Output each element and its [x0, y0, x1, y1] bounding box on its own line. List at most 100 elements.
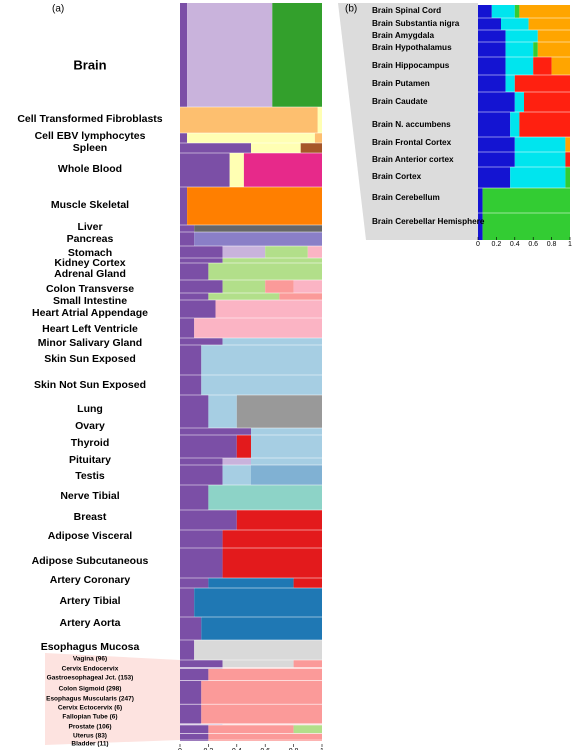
- bar-segment: [180, 740, 209, 741]
- row-label: Brain Hippocampus: [372, 61, 450, 70]
- bar-segment: [208, 395, 237, 428]
- x-tick-label: 0: [178, 748, 182, 750]
- bar-segment: [236, 510, 322, 530]
- bar-segment: [180, 263, 209, 280]
- bar-segment: [180, 225, 195, 232]
- bar-segment: [222, 258, 322, 263]
- row-label: Nerve Tibial: [60, 490, 119, 502]
- bar-segment: [180, 246, 223, 258]
- group-background: [338, 3, 478, 240]
- bar-segment: [505, 30, 538, 42]
- x-tick-label: 0.8: [547, 241, 557, 248]
- bar-segment: [187, 187, 322, 225]
- bar-segment: [478, 42, 506, 57]
- row-label: Skin Not Sun Exposed: [34, 379, 146, 391]
- row-label: Muscle Skeletal: [51, 199, 129, 211]
- bar-segment: [180, 680, 202, 705]
- bar-segment: [208, 740, 322, 741]
- bar-segment: [505, 42, 534, 57]
- bar-segment: [478, 213, 483, 240]
- bar-segment: [505, 75, 515, 92]
- bar-segment: [180, 318, 195, 338]
- bar-segment: [505, 57, 534, 75]
- x-tick-label: 0.2: [204, 748, 214, 750]
- bar-segment: [180, 133, 188, 143]
- row-label: Brain Spinal Cord: [372, 6, 441, 15]
- row-label: Cervix Ectocervix (6): [58, 705, 122, 712]
- bar-segment: [222, 458, 251, 465]
- bar-segment: [293, 660, 322, 668]
- bar-segment: [180, 143, 251, 153]
- row-label: Brain Frontal Cortex: [372, 138, 452, 147]
- bar-segment: [208, 668, 322, 681]
- bar-segment: [194, 640, 322, 660]
- row-label: Brain Putamen: [372, 79, 430, 88]
- row-label: Heart Left Ventricle: [42, 323, 138, 335]
- bar-segment: [208, 725, 294, 734]
- bar-segment: [180, 725, 209, 734]
- bar-segment: [180, 704, 202, 724]
- bar-segment: [208, 578, 294, 588]
- row-label: Pancreas: [67, 233, 114, 245]
- row-label: Prostate (106): [69, 724, 112, 731]
- bar-segment: [482, 188, 570, 213]
- row-label: Vagina (96): [73, 656, 107, 663]
- bar-segment: [222, 548, 322, 578]
- bar-segment: [478, 137, 515, 152]
- bar-segment: [180, 3, 188, 107]
- row-label: Cell EBV lymphocytes: [35, 130, 146, 142]
- x-tick-label: 0.4: [510, 241, 520, 248]
- bar-segment: [222, 667, 322, 669]
- bar-segment: [180, 510, 237, 530]
- bar-segment: [236, 395, 322, 428]
- row-label: Brain Hypothalamus: [372, 43, 452, 52]
- bar-segment: [208, 263, 322, 280]
- row-label: Lung: [77, 403, 103, 415]
- bar-segment: [243, 153, 322, 187]
- bar-segment: [215, 300, 322, 318]
- bar-segment: [528, 18, 570, 30]
- bar-segment: [180, 548, 223, 578]
- bar-segment: [187, 3, 273, 107]
- bar-segment: [514, 5, 520, 18]
- row-label: Brain Caudate: [372, 97, 428, 106]
- row-label: Artery Aorta: [60, 617, 121, 629]
- bar-segment: [478, 30, 506, 42]
- bar-segment: [236, 435, 251, 458]
- bar-segment: [194, 232, 322, 246]
- bar-segment: [510, 167, 566, 188]
- bar-segment: [533, 42, 538, 57]
- x-tick-label: 0.8: [289, 748, 299, 750]
- bar-segment: [478, 75, 506, 92]
- bar-segment: [537, 30, 570, 42]
- bar-segment: [519, 5, 570, 18]
- bar-segment: [482, 213, 570, 240]
- bar-segment: [180, 300, 216, 318]
- row-label: Cervix Endocervix: [62, 666, 119, 673]
- bar-segment: [501, 18, 529, 30]
- bar-segment: [180, 667, 223, 669]
- row-label: Whole Blood: [58, 163, 122, 175]
- bar-segment: [201, 375, 322, 395]
- bar-segment: [251, 428, 322, 435]
- bar-segment: [180, 232, 195, 246]
- bar-segment: [222, 530, 322, 548]
- row-label: Gastroesophageal Jct. (153): [47, 675, 134, 682]
- bar-segment: [180, 617, 202, 640]
- bar-segment: [478, 167, 511, 188]
- bar-segment: [519, 112, 570, 137]
- bar-segment: [478, 5, 492, 18]
- bar-segment: [201, 345, 322, 375]
- bar-segment: [478, 92, 515, 112]
- bar-segment: [514, 75, 570, 92]
- panel-label: (b): [345, 4, 357, 15]
- bar-segment: [478, 152, 515, 167]
- row-label: Stomach: [68, 247, 112, 259]
- bar-segment: [514, 152, 566, 167]
- bar-segment: [180, 578, 209, 588]
- row-label: Brain Anterior cortex: [372, 155, 454, 164]
- bar-segment: [279, 293, 322, 300]
- bar-segment: [565, 167, 570, 188]
- bar-segment: [265, 280, 294, 293]
